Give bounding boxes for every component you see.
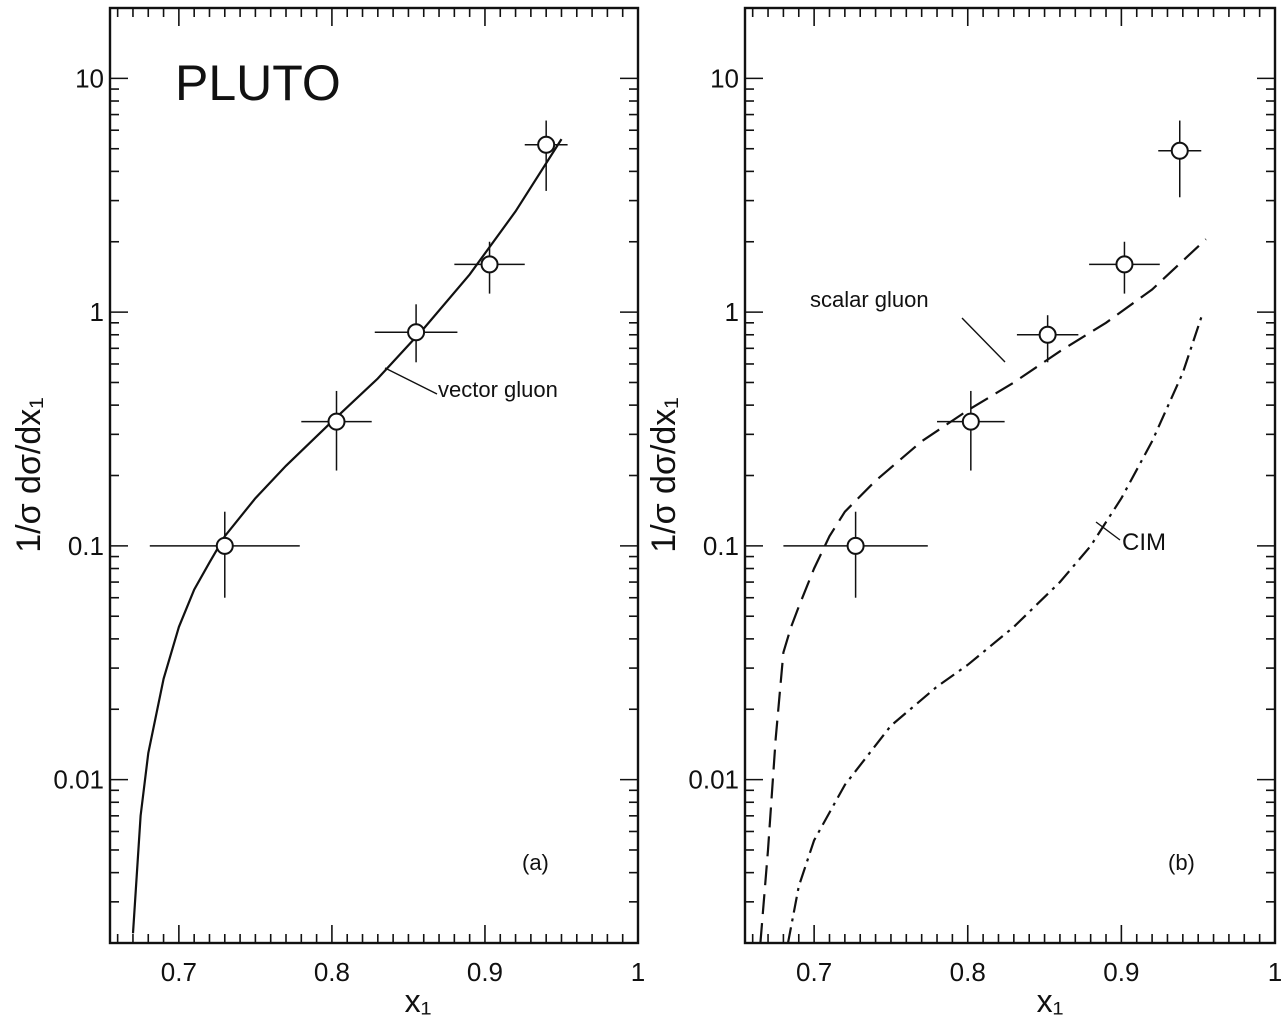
point-marker <box>215 536 234 555</box>
data-point <box>1089 241 1160 294</box>
y-tick-label: 0.01 <box>688 765 739 795</box>
cim-leader <box>1095 521 1121 541</box>
point-marker <box>1115 255 1134 274</box>
panel-b-y-ticks: 0.01 0.1 1 10 <box>688 7 1275 944</box>
panel-a-y-ticks: 0.01 0.1 1 10 <box>53 7 638 944</box>
data-point <box>149 511 300 598</box>
y-tick-label: 1 <box>90 297 104 327</box>
point-marker <box>480 255 499 274</box>
x-tick-label: 1 <box>1268 957 1282 987</box>
data-point <box>937 390 1005 471</box>
panel-b-x-ticks: 0.7 0.8 0.9 1 <box>751 8 1282 987</box>
x-tick-label: 0.8 <box>314 957 350 987</box>
panel-b-label: (b) <box>1168 850 1195 875</box>
x-tick-label: 1 <box>631 957 645 987</box>
y-tick-label: 0.1 <box>703 531 739 561</box>
point-marker <box>1038 325 1057 344</box>
vector-gluon-curve <box>131 138 563 934</box>
panel-a-curves <box>131 138 563 934</box>
panel-b-data-points <box>783 120 1202 598</box>
panel-a-x-axis-label: x₁ <box>405 983 432 1019</box>
y-tick-label: 10 <box>75 63 104 93</box>
data-point <box>1158 120 1202 198</box>
vector-gluon-leader <box>384 367 438 395</box>
data-point <box>783 511 928 598</box>
point-marker <box>407 323 426 342</box>
data-point <box>301 390 372 471</box>
data-point <box>1016 315 1079 363</box>
scalar-gluon-label: scalar gluon <box>810 287 929 312</box>
point-marker <box>327 412 346 431</box>
panel-a: 0.01 0.1 1 10 0.7 0.8 0.9 1 PLUTO (a) vector g… <box>10 6 645 1019</box>
x-tick-label: 0.9 <box>467 957 503 987</box>
y-tick-label: 1 <box>725 297 739 327</box>
panel-b-frame <box>743 6 1277 945</box>
y-tick-label: 0.01 <box>53 765 104 795</box>
panel-b-x-axis-label: x₁ <box>1037 983 1064 1019</box>
panel-a-label: (a) <box>522 850 549 875</box>
point-marker <box>1170 141 1189 160</box>
data-point <box>454 241 525 294</box>
cim-curve <box>786 316 1203 944</box>
x-tick-label: 0.7 <box>796 957 832 987</box>
y-tick-label: 10 <box>710 63 739 93</box>
x-tick-label: 0.7 <box>161 957 197 987</box>
vector-gluon-label: vector gluon <box>438 377 558 402</box>
cim-label: CIM <box>1122 529 1166 556</box>
panel-b-curves <box>759 238 1207 944</box>
panel-b: 0.01 0.1 1 10 0.7 0.8 0.9 1 (b) scalar gluon C… <box>645 6 1282 1019</box>
panel-a-y-axis-label: 1/σ dσ/dx₁ <box>10 397 48 553</box>
panel-a-frame <box>108 6 640 945</box>
x-tick-label: 0.8 <box>950 957 986 987</box>
scalar-gluon-curve <box>759 238 1207 944</box>
data-point <box>524 120 568 191</box>
data-point <box>374 304 458 363</box>
panel-b-y-axis-label: 1/σ dσ/dx₁ <box>645 397 683 553</box>
panel-a-title: PLUTO <box>175 55 341 111</box>
x-tick-label: 0.9 <box>1103 957 1139 987</box>
panel-a-x-ticks: 0.7 0.8 0.9 1 <box>116 8 645 987</box>
point-marker <box>846 536 865 555</box>
point-marker <box>537 135 556 154</box>
y-tick-label: 0.1 <box>68 531 104 561</box>
scalar-gluon-leader <box>961 317 1006 363</box>
point-marker <box>961 412 980 431</box>
panel-a-data-points <box>149 120 568 598</box>
